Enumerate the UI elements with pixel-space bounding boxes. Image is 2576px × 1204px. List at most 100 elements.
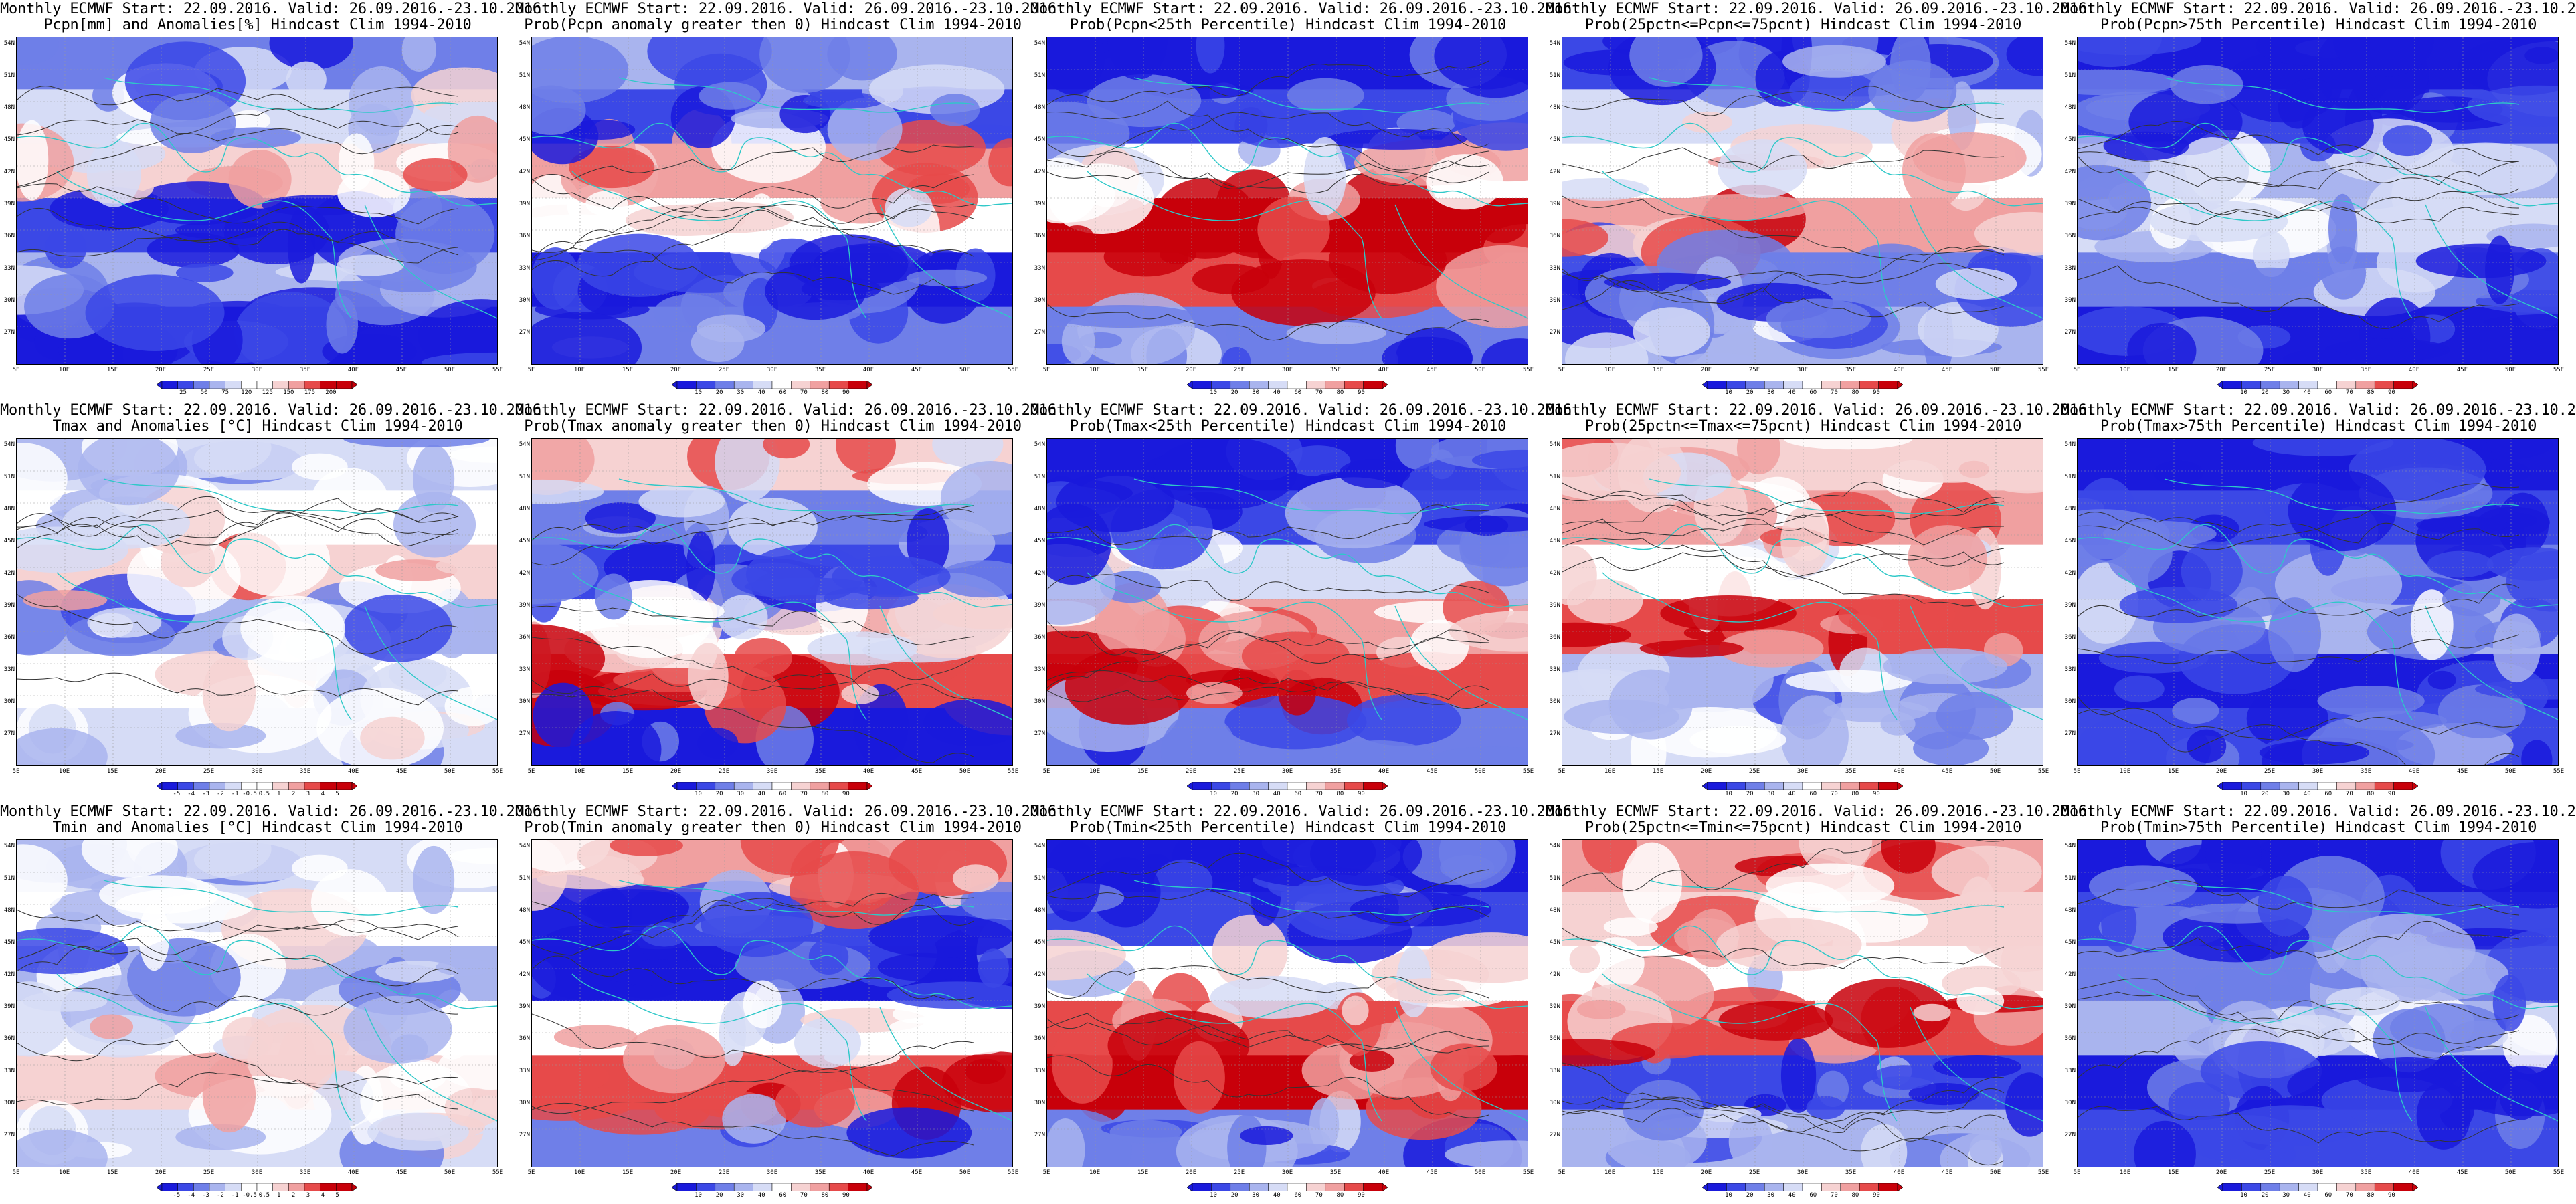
longitude-label: 30E bbox=[251, 1169, 263, 1176]
latitude-label: 48N bbox=[519, 104, 530, 111]
colorbar-tick-label: 2 bbox=[291, 791, 296, 797]
latitude-label: 51N bbox=[1034, 474, 1045, 480]
longitude-label: 20E bbox=[1185, 367, 1197, 373]
latitude-label: 51N bbox=[1549, 474, 1560, 480]
colorbar-tick-label: 10 bbox=[1210, 1192, 1217, 1199]
map-field bbox=[531, 438, 1013, 766]
longitude-label: 35E bbox=[2360, 768, 2372, 775]
longitude-label: 10E bbox=[573, 367, 585, 373]
latitude-label: 30N bbox=[2064, 297, 2076, 304]
latitude-label: 36N bbox=[1034, 1035, 1045, 1042]
longitude-label: 25E bbox=[203, 1169, 215, 1176]
colorbar-tick-label: 20 bbox=[1230, 791, 1238, 797]
latitude-label: 39N bbox=[519, 602, 530, 609]
colorbar-tick-label: 10 bbox=[1725, 389, 1732, 396]
colorbar-tick-label: -5 bbox=[173, 1192, 181, 1199]
panel-title-line1: Monthly ECMWF Start: 22.09.2016. Valid: … bbox=[0, 803, 550, 820]
latitude-label: 30N bbox=[519, 1100, 530, 1106]
latitude-label: 27N bbox=[2064, 1132, 2076, 1138]
colorbar-tick-label: 125 bbox=[262, 389, 273, 396]
colorbar-tick-label: 30 bbox=[2282, 389, 2290, 396]
longitude-label: 15E bbox=[622, 367, 634, 373]
longitude-label: 35E bbox=[1845, 768, 1857, 775]
longitude-label: 25E bbox=[203, 768, 215, 775]
latitude-label: 33N bbox=[3, 666, 15, 673]
longitude-label: 20E bbox=[155, 367, 167, 373]
panel-title-line1: Monthly ECMWF Start: 22.09.2016. Valid: … bbox=[0, 1, 550, 17]
longitude-label: 5E bbox=[1558, 367, 1566, 373]
latitude-label: 33N bbox=[519, 666, 530, 673]
longitude-label: 30E bbox=[1281, 768, 1293, 775]
longitude-label: 5E bbox=[2073, 1169, 2081, 1176]
colorbar-tick-label: 60 bbox=[1294, 389, 1302, 396]
colorbar bbox=[2217, 780, 2419, 791]
latitude-label: 42N bbox=[1034, 971, 1045, 978]
latitude-label: 27N bbox=[1549, 329, 1560, 336]
latitude-label: 42N bbox=[1034, 169, 1045, 175]
latitude-label: 54N bbox=[1034, 441, 1045, 448]
longitude-label: 50E bbox=[959, 367, 971, 373]
longitude-label: 45E bbox=[1426, 1169, 1438, 1176]
longitude-label: 10E bbox=[573, 768, 585, 775]
panel-title-line1: Monthly ECMWF Start: 22.09.2016. Valid: … bbox=[1546, 402, 2096, 419]
latitude-label: 48N bbox=[519, 907, 530, 914]
longitude-label: 20E bbox=[1185, 1169, 1197, 1176]
longitude-label: 45E bbox=[1941, 367, 1953, 373]
latitude-label: 39N bbox=[2064, 602, 2076, 609]
latitude-label: 48N bbox=[2064, 907, 2076, 914]
map-field bbox=[1046, 839, 1528, 1167]
latitude-label: 36N bbox=[519, 634, 530, 641]
colorbar-tick-label: 10 bbox=[1210, 389, 1217, 396]
longitude-label: 25E bbox=[718, 1169, 730, 1176]
latitude-label: 30N bbox=[1034, 698, 1045, 705]
map-field bbox=[16, 438, 498, 766]
map-panel: Monthly ECMWF Start: 22.09.2016. Valid: … bbox=[515, 401, 1065, 803]
longitude-label: 25E bbox=[718, 367, 730, 373]
longitude-label: 20E bbox=[2215, 768, 2227, 775]
longitude-label: 45E bbox=[911, 367, 923, 373]
colorbar-tick-label: 25 bbox=[179, 389, 187, 396]
colorbar-tick-label: 90 bbox=[842, 389, 850, 396]
longitude-label: 40E bbox=[2408, 768, 2420, 775]
latitude-label: 42N bbox=[3, 169, 15, 175]
colorbar bbox=[156, 780, 358, 791]
longitude-label: 30E bbox=[1797, 367, 1809, 373]
panel-title-line2: Prob(Tmax>75th Percentile) Hindcast Clim… bbox=[2100, 418, 2537, 435]
colorbar-tick-label: 40 bbox=[2303, 791, 2311, 797]
longitude-label: 15E bbox=[106, 1169, 118, 1176]
longitude-label: 20E bbox=[155, 1169, 167, 1176]
latitude-label: 42N bbox=[1034, 570, 1045, 577]
longitude-label: 5E bbox=[1042, 768, 1050, 775]
colorbar-tick-label: 40 bbox=[1273, 1192, 1281, 1199]
colorbar bbox=[156, 379, 358, 389]
latitude-label: 48N bbox=[1549, 506, 1560, 512]
panel-title-line2: Prob(Tmax anomaly greater then 0) Hindca… bbox=[524, 418, 1022, 435]
latitude-label: 33N bbox=[3, 265, 15, 272]
latitude-label: 27N bbox=[2064, 329, 2076, 336]
colorbar bbox=[1186, 1181, 1388, 1192]
colorbar-tick-label: 20 bbox=[2261, 389, 2269, 396]
longitude-label: 35E bbox=[814, 367, 826, 373]
latitude-label: 33N bbox=[2064, 265, 2076, 272]
longitude-label: 25E bbox=[1748, 1169, 1760, 1176]
colorbar-tick-label: 60 bbox=[2324, 791, 2332, 797]
longitude-label: 15E bbox=[1137, 768, 1149, 775]
panel-title-line2: Tmax and Anomalies [°C] Hindcast Clim 19… bbox=[52, 418, 463, 435]
longitude-label: 30E bbox=[2312, 768, 2324, 775]
colorbar-tick-label: 20 bbox=[715, 1192, 723, 1199]
latitude-label: 54N bbox=[3, 40, 15, 47]
colorbar-tick-label: 90 bbox=[1358, 1192, 1365, 1199]
colorbar-tick-label: 80 bbox=[1851, 791, 1859, 797]
latitude-label: 39N bbox=[1034, 1003, 1045, 1010]
colorbar-tick-label: 40 bbox=[1788, 1192, 1796, 1199]
latitude-label: 39N bbox=[1034, 602, 1045, 609]
longitude-label: 20E bbox=[2215, 367, 2227, 373]
longitude-label: 30E bbox=[1797, 1169, 1809, 1176]
latitude-label: 45N bbox=[1034, 939, 1045, 946]
longitude-label: 40E bbox=[347, 1169, 359, 1176]
colorbar-tick-label: 90 bbox=[1358, 389, 1365, 396]
colorbar-tick-label: 4 bbox=[320, 1192, 325, 1199]
longitude-label: 55E bbox=[1007, 1169, 1019, 1176]
latitude-label: 36N bbox=[2064, 634, 2076, 641]
panel-title-line1: Monthly ECMWF Start: 22.09.2016. Valid: … bbox=[2061, 803, 2576, 820]
